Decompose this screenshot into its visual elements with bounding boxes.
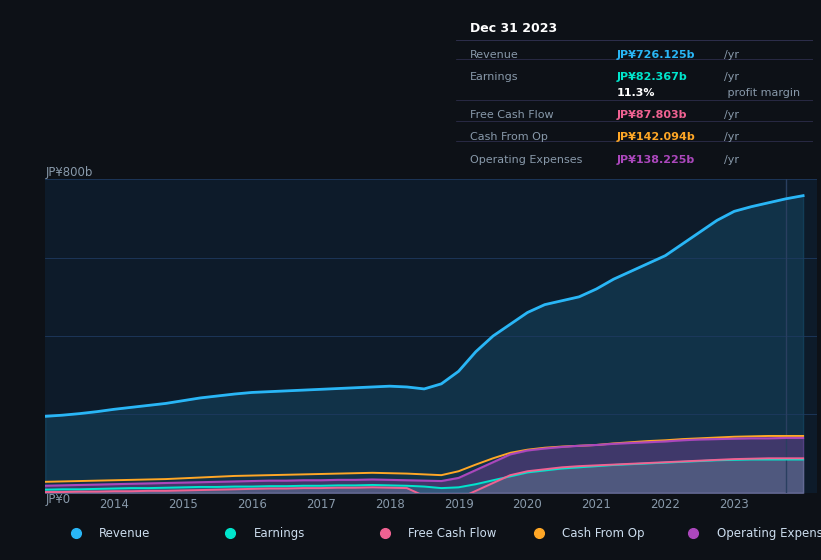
Text: JP¥138.225b: JP¥138.225b bbox=[617, 155, 695, 165]
Text: JP¥726.125b: JP¥726.125b bbox=[617, 49, 695, 59]
Text: JP¥142.094b: JP¥142.094b bbox=[617, 133, 695, 142]
Text: Operating Expenses: Operating Expenses bbox=[470, 155, 582, 165]
Text: Earnings: Earnings bbox=[254, 527, 305, 540]
Text: profit margin: profit margin bbox=[723, 88, 800, 98]
Text: JP¥800b: JP¥800b bbox=[45, 166, 93, 179]
Text: Cash From Op: Cash From Op bbox=[562, 527, 644, 540]
Text: /yr: /yr bbox=[723, 72, 739, 82]
Text: JP¥82.367b: JP¥82.367b bbox=[617, 72, 687, 82]
Text: /yr: /yr bbox=[723, 133, 739, 142]
Text: Operating Expenses: Operating Expenses bbox=[717, 527, 821, 540]
Text: /yr: /yr bbox=[723, 155, 739, 165]
Text: Free Cash Flow: Free Cash Flow bbox=[470, 110, 553, 120]
Text: Revenue: Revenue bbox=[99, 527, 150, 540]
Text: Earnings: Earnings bbox=[470, 72, 518, 82]
Text: Revenue: Revenue bbox=[470, 49, 519, 59]
Text: Cash From Op: Cash From Op bbox=[470, 133, 548, 142]
Text: 11.3%: 11.3% bbox=[617, 88, 655, 98]
Text: Dec 31 2023: Dec 31 2023 bbox=[470, 22, 557, 35]
Text: Free Cash Flow: Free Cash Flow bbox=[408, 527, 496, 540]
Text: JP¥87.803b: JP¥87.803b bbox=[617, 110, 687, 120]
Text: /yr: /yr bbox=[723, 110, 739, 120]
Text: /yr: /yr bbox=[723, 49, 739, 59]
Text: JP¥0: JP¥0 bbox=[45, 493, 71, 506]
